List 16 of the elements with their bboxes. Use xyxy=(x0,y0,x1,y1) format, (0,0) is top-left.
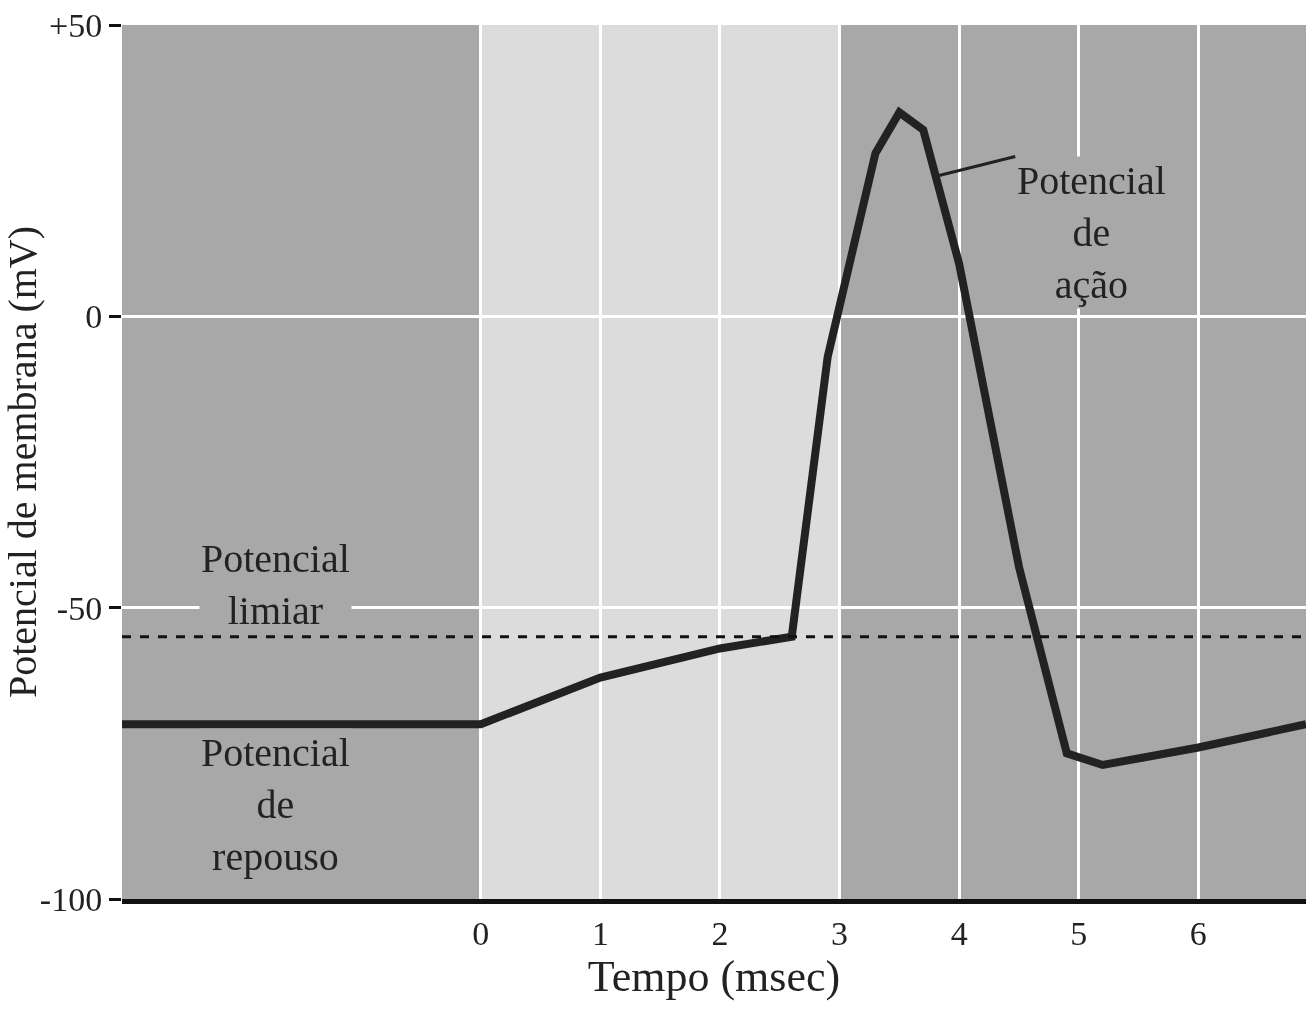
x-tick-label: 5 xyxy=(1070,914,1088,952)
x-tick-label: 2 xyxy=(711,914,729,952)
x-tick-label: 1 xyxy=(591,914,609,952)
x-tick-label: 0 xyxy=(472,914,490,952)
annotation: Potencial limiar xyxy=(201,536,350,633)
y-tick-label: -50 xyxy=(56,589,103,627)
annotation: Potencial de repouso xyxy=(201,730,350,879)
annotation: Potencial de ação xyxy=(1017,158,1166,307)
x-tick-label: 3 xyxy=(831,914,849,952)
y-tick-label: 0 xyxy=(85,298,103,336)
y-tick-label: -100 xyxy=(39,880,103,918)
y-axis-title: Potencial de membrana (mV) xyxy=(0,225,45,699)
x-tick-label: 4 xyxy=(950,914,968,952)
x-axis-title: Tempo (msec) xyxy=(587,951,841,1001)
x-tick-label: 6 xyxy=(1189,914,1207,952)
y-tick-label: +50 xyxy=(49,6,103,44)
